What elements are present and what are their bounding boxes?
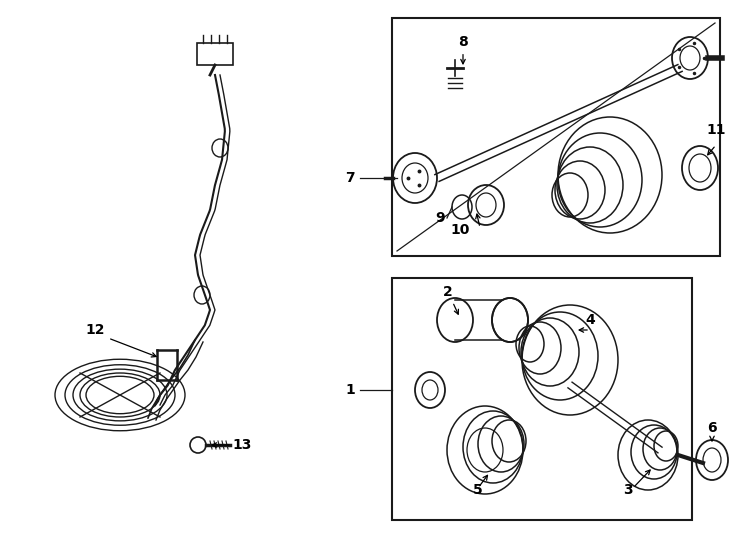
Text: 9: 9 xyxy=(435,211,445,225)
Text: 11: 11 xyxy=(706,123,726,137)
Text: 4: 4 xyxy=(585,313,595,327)
Text: 8: 8 xyxy=(458,35,468,64)
Text: 5: 5 xyxy=(473,483,483,497)
Text: 12: 12 xyxy=(85,323,105,337)
Text: 7: 7 xyxy=(345,171,355,185)
Bar xyxy=(197,43,233,65)
Text: 10: 10 xyxy=(451,223,470,237)
Text: 1: 1 xyxy=(345,383,355,397)
Text: 2: 2 xyxy=(443,285,459,314)
Text: 6: 6 xyxy=(707,421,717,441)
Bar xyxy=(392,18,720,256)
Ellipse shape xyxy=(492,298,528,342)
Text: 3: 3 xyxy=(623,483,633,497)
Text: 13: 13 xyxy=(233,438,252,452)
Bar xyxy=(392,278,692,520)
